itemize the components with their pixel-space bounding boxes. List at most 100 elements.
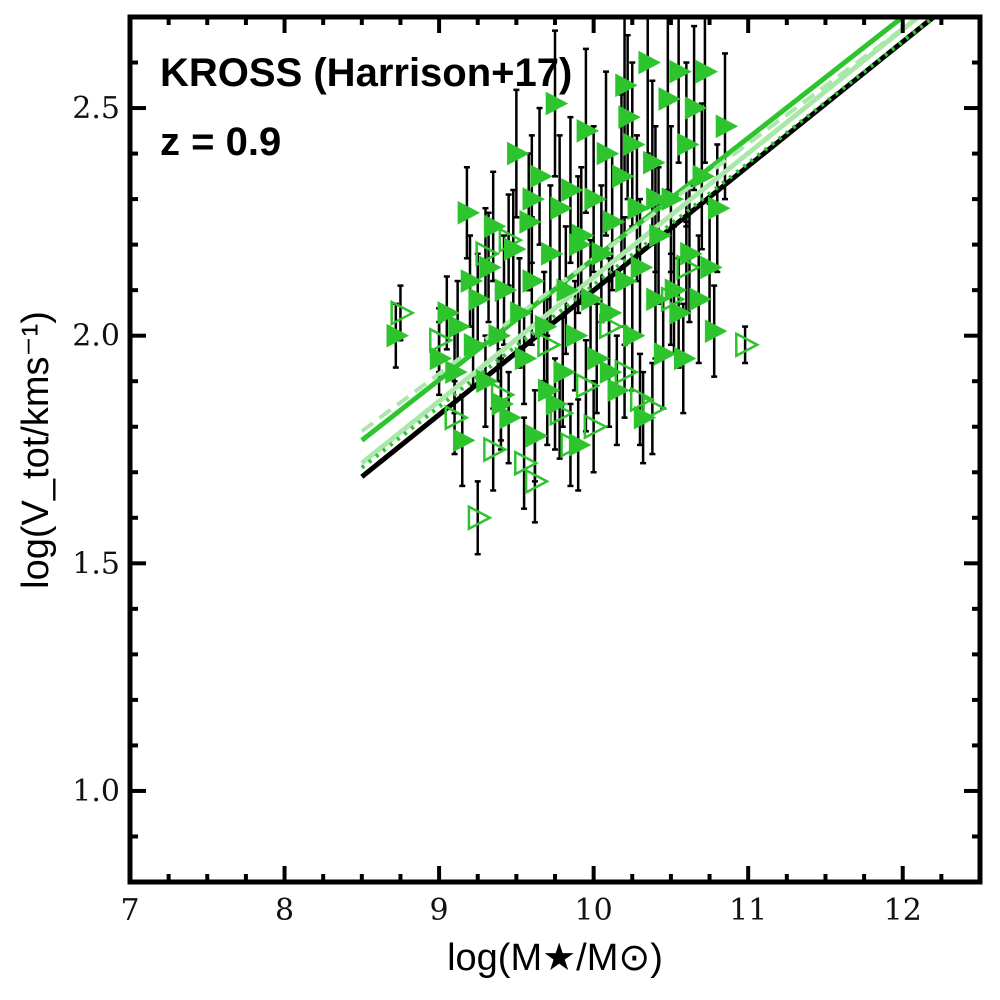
filled-triangle-point [445,360,468,384]
filled-triangle-point [545,91,569,116]
data-points [386,50,760,531]
filled-triangle-point [457,200,481,225]
open-triangle-point [490,381,516,408]
filled-triangle-point [519,210,542,234]
filled-triangle-point [503,237,527,262]
x-tick-label: 7 [120,893,139,928]
filled-triangle-point [468,287,491,312]
filled-triangle-point [707,196,731,221]
filled-triangle-point [556,278,579,302]
filled-triangle-point [669,301,692,325]
filled-triangle-point [643,150,666,175]
y-tick-label: 1.5 [72,546,120,581]
filled-triangle-point [386,323,409,348]
open-triangle-point [467,504,493,531]
open-triangle-point [660,286,686,313]
filled-triangle-point [695,59,719,84]
plot-frame [127,14,983,885]
filled-triangle-point [592,241,615,266]
fit-line [360,17,920,433]
filled-triangle-point [494,278,518,302]
filled-triangle-point [488,323,511,348]
open-triangle-point [429,327,454,354]
filled-triangle-point [596,141,620,166]
open-triangle-point [514,450,539,477]
y-tick-label: 2.0 [72,319,120,354]
filled-triangle-point [507,141,530,166]
open-triangle-point [537,331,563,358]
filled-triangle-point [483,214,507,239]
annotation-redshift: z = 0.9 [160,120,281,164]
filled-triangle-point [448,314,471,339]
open-triangle-point [735,331,760,358]
filled-triangle-point [522,187,545,211]
filled-triangle-point [627,196,651,221]
open-triangle-point [676,254,702,281]
open-triangle-point [560,431,586,459]
filled-triangle-point [607,378,630,403]
open-triangle-point [498,227,524,254]
filled-triangle-point [658,87,681,111]
annotation-survey: KROSS (Harrison+17) [160,51,572,95]
filled-triangle-point [677,132,700,157]
filled-triangle-point [689,287,712,312]
filled-triangle-point [622,132,646,157]
filled-triangle-point [429,346,453,371]
x-tick-label: 11 [729,893,767,928]
filled-triangle-point [669,59,692,84]
open-triangle-point [483,436,508,463]
filled-triangle-point [615,269,638,293]
filled-triangle-point [460,269,484,293]
open-triangle-point [599,313,624,340]
open-triangle-point [629,386,655,413]
filled-triangle-point [646,187,669,211]
filled-triangle-point [476,369,499,394]
filled-triangle-point [568,232,592,257]
x-tick-label: 12 [884,893,922,928]
open-triangle-point [524,468,550,495]
filled-triangle-point [550,196,573,221]
open-triangle-point [444,404,470,431]
y-axis-label: log(V_tot/kms⁻¹) [15,311,57,589]
filled-triangle-point [541,241,564,266]
filled-triangle-point [680,241,703,266]
filled-triangle-point [615,73,638,98]
filled-triangle-point [525,424,549,448]
filled-triangle-point [587,346,610,371]
filled-triangle-point [514,346,538,371]
filled-triangle-point [630,255,654,280]
filled-triangle-point [452,428,476,453]
filled-triangle-point [499,405,522,430]
open-triangle-point [475,240,501,267]
filled-triangle-point [715,114,739,139]
filled-triangle-point [646,287,669,312]
filled-triangle-point [522,269,545,293]
filled-triangle-point [602,210,626,234]
open-triangle-point [583,413,609,440]
filled-triangle-point [704,319,728,343]
fit-line [360,17,920,466]
open-triangle-point [390,299,416,326]
open-triangle-point [642,395,668,422]
filled-triangle-point [553,360,576,384]
x-tick-label: 10 [575,893,613,928]
filled-triangle-point [576,118,600,143]
x-tick-label: 9 [430,893,449,928]
filled-triangle-point [684,96,708,120]
filled-triangle-point [612,164,635,189]
filled-triangle-point [565,323,589,348]
filled-triangle-point [479,255,502,280]
filled-triangle-point [673,346,697,371]
filled-triangle-point [584,187,607,211]
filled-triangle-point [510,301,533,325]
y-tick-label: 1.0 [72,774,120,809]
x-axis-label: log(M★/M⊙) [447,937,663,979]
open-triangle-point [549,400,575,427]
filled-triangle-point [618,105,641,129]
filled-triangle-point [638,50,661,75]
filled-triangle-point [530,164,553,189]
filled-triangle-point [692,164,715,189]
filled-triangle-point [599,360,623,384]
filled-triangle-point [561,178,584,202]
x-tick-label: 8 [275,893,294,928]
